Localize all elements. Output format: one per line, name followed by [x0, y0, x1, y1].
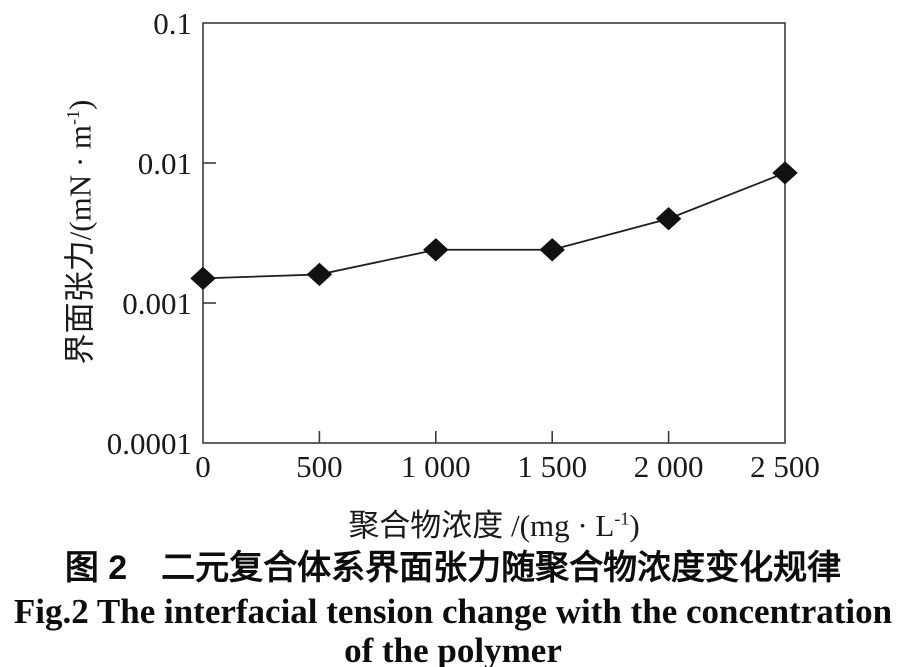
x-tick-label: 2 500	[750, 449, 820, 484]
y-tick-label: 0.01	[138, 146, 192, 181]
figure-caption-chinese: 图 2 二元复合体系界面张力随聚合物浓度变化规律	[64, 549, 842, 587]
x-tick-label: 500	[296, 449, 343, 484]
data-point-marker	[655, 207, 682, 231]
figure-caption-english-line1: Fig.2 The interfacial tension change wit…	[13, 592, 893, 631]
x-tick-label: 2 000	[634, 449, 704, 484]
y-axis-title-superscript: -1	[63, 109, 84, 125]
chart-plot: 0 500 1 000 1 500 2 000 2 500 0.1 0.01 0.001 0.00…	[107, 6, 820, 484]
x-axis-title-text: 聚合物浓度 /(mg · L	[348, 508, 615, 543]
x-axis-title-superscript: -1	[614, 508, 630, 529]
x-tick-label: 1 500	[517, 449, 587, 484]
y-axis-title-text: 界面张力/(mN · m	[62, 124, 98, 365]
y-axis-title-suffix: )	[62, 99, 98, 110]
y-tick-label: 0.1	[153, 6, 192, 41]
y-tick-label: 0.001	[122, 286, 192, 321]
data-point-marker	[423, 238, 449, 262]
data-point-marker	[772, 161, 798, 185]
x-axis-title: 聚合物浓度 /(mg · L-1)	[203, 500, 785, 545]
x-tick-label: 0	[195, 449, 211, 484]
data-point-marker	[306, 262, 333, 287]
x-axis-title-suffix: )	[629, 508, 640, 543]
y-axis-title: 界面张力/(mN · m-1)	[55, 100, 100, 365]
plot-border	[202, 22, 786, 444]
data-point-marker	[190, 266, 216, 291]
figure-caption-english-line2: of the polymer	[344, 631, 562, 667]
data-point-marker	[539, 238, 565, 262]
series-line	[202, 172, 786, 280]
y-tick-label: 0.0001	[107, 426, 192, 461]
x-tick-label: 1 000	[401, 449, 471, 484]
